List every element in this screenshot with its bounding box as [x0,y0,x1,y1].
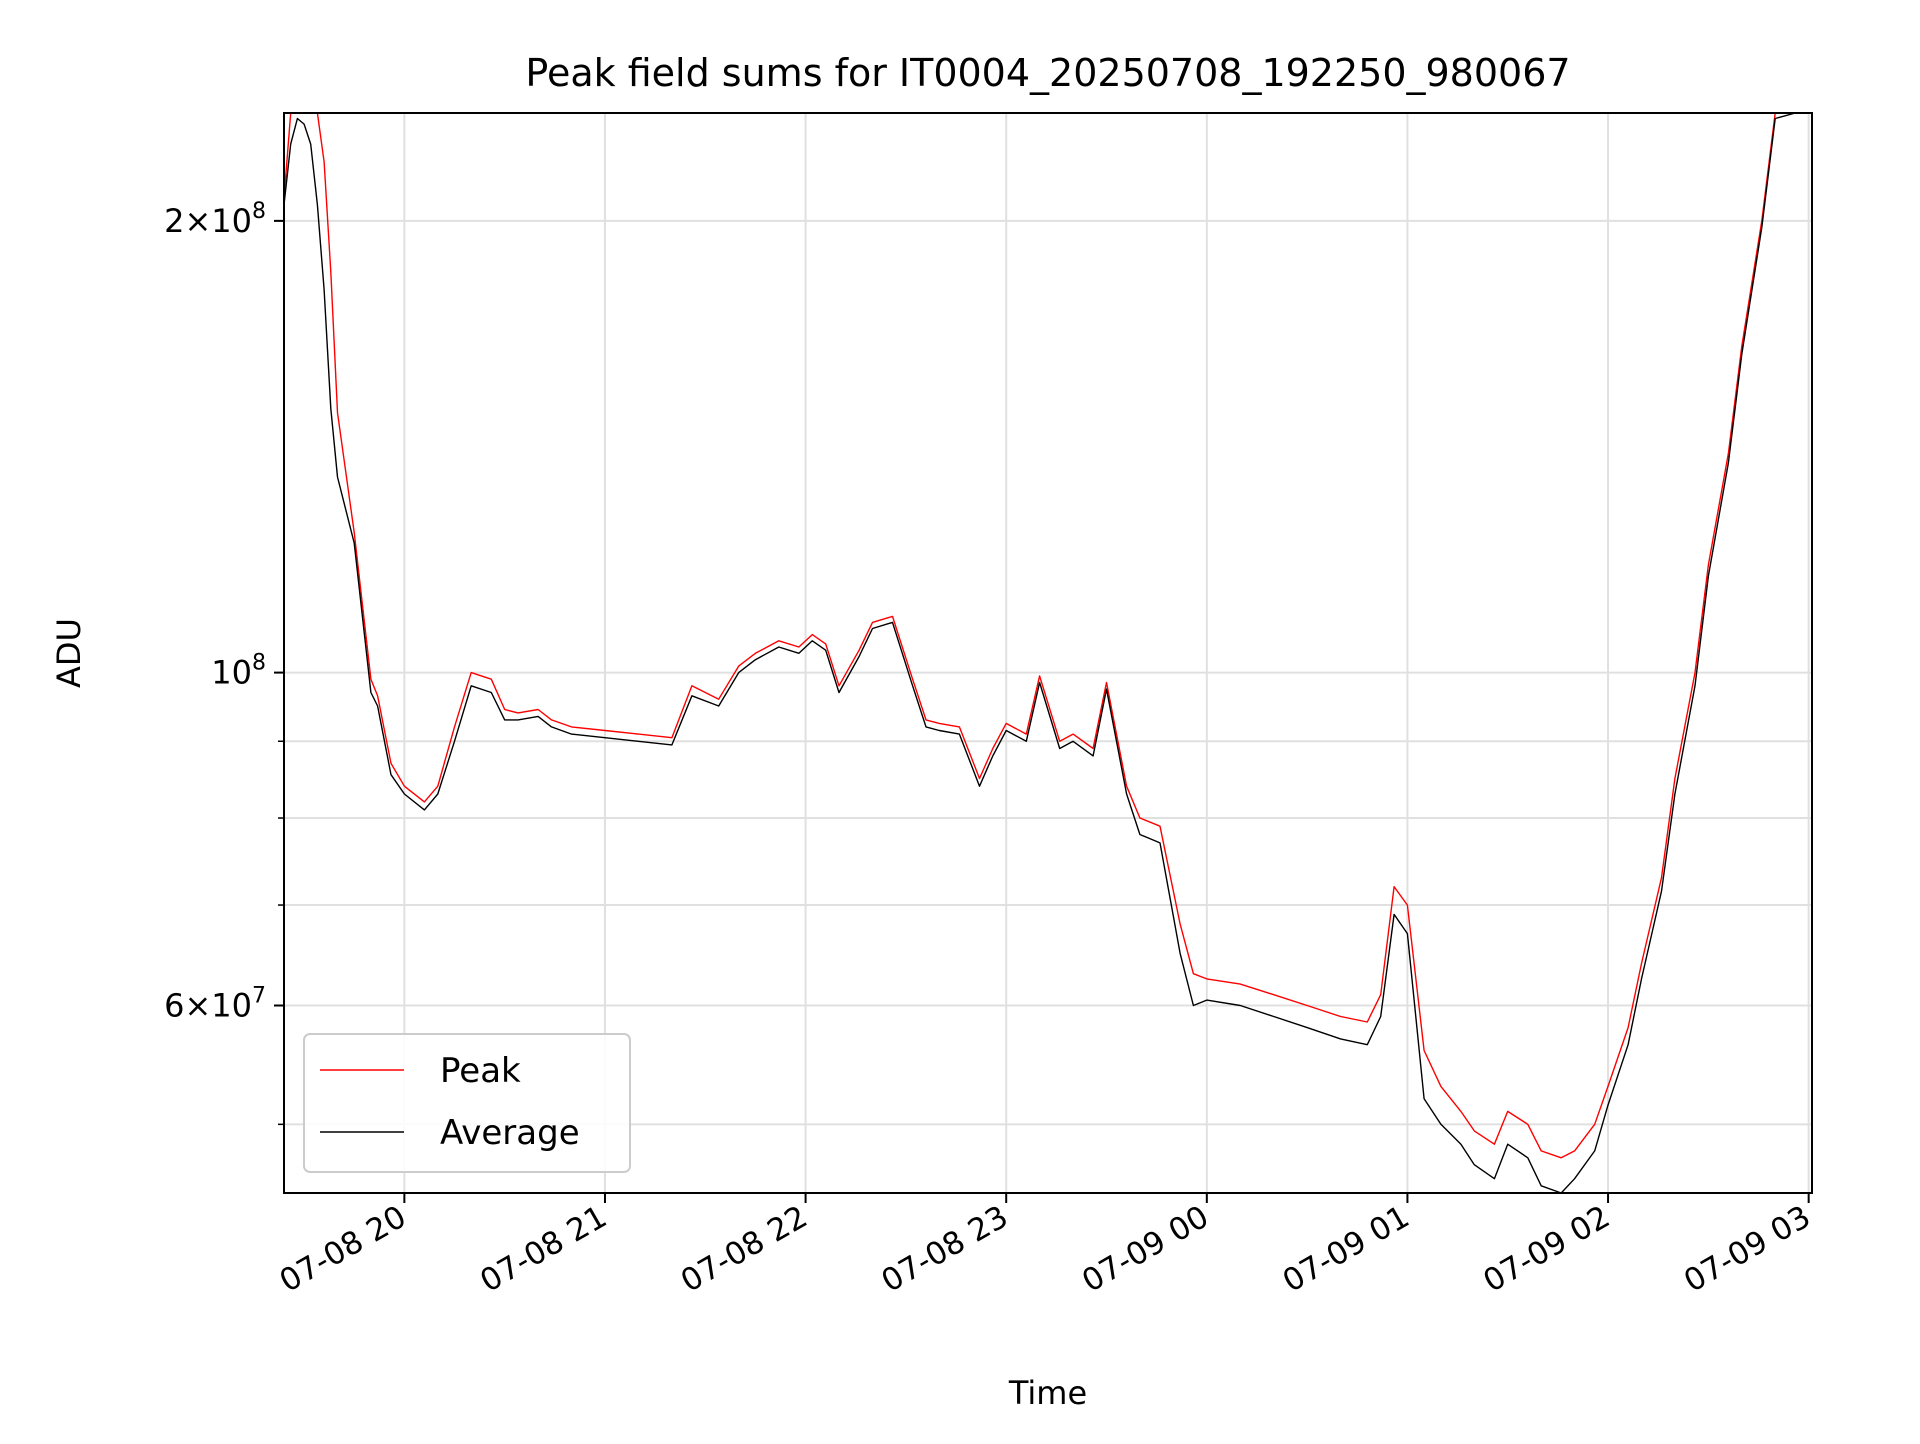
x-tick-label: 07-09 03 [1678,1199,1817,1300]
series-line-average [283,112,1796,1194]
x-tick-label: 07-09 01 [1277,1199,1416,1300]
x-tick-label: 07-08 22 [675,1199,814,1300]
y-tick-exponent: 8 [252,651,266,676]
y-tick-mantissa: 2 [164,202,184,240]
y-tick-label: 108 [211,651,266,692]
x-tick-label: 07-08 20 [274,1199,413,1300]
x-tick-label: 07-09 00 [1076,1199,1215,1300]
series-line-peak [283,112,1796,1159]
y-axis-label: ADU [50,618,88,688]
chart-title: Peak field sums for IT0004_20250708_1922… [525,51,1570,95]
y-tick-times-sign: × [184,202,211,240]
y-tick-mantissa: 6 [164,987,184,1025]
y-tick-base-ten: 10 [211,987,252,1025]
x-tick-label: 07-08 21 [474,1199,613,1300]
y-tick-exponent: 7 [252,984,266,1009]
y-tick-exponent: 8 [252,199,266,224]
y-tick-label: 2×108 [164,199,266,240]
legend: Peak Average [303,1033,631,1173]
y-tick-base-ten: 10 [211,654,252,692]
grid-layer [284,113,1812,1193]
legend-label-peak: Peak [440,1051,521,1091]
x-tick-label: 07-09 02 [1477,1199,1616,1300]
y-tick-base-ten: 10 [211,202,252,240]
legend-label-average: Average [440,1113,580,1153]
y-tick-times-sign: × [184,987,211,1025]
plot-frame [283,112,1813,1194]
legend-box [303,1033,631,1173]
x-tick-label: 07-08 23 [875,1199,1014,1300]
x-axis-label: Time [1008,1374,1087,1412]
y-tick-label: 6×107 [164,984,266,1025]
series-layer [283,112,1796,1194]
